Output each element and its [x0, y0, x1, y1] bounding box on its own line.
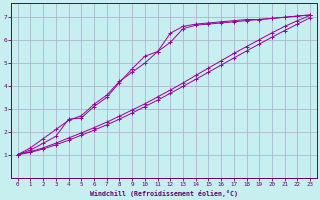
X-axis label: Windchill (Refroidissement éolien,°C): Windchill (Refroidissement éolien,°C)	[90, 190, 238, 197]
